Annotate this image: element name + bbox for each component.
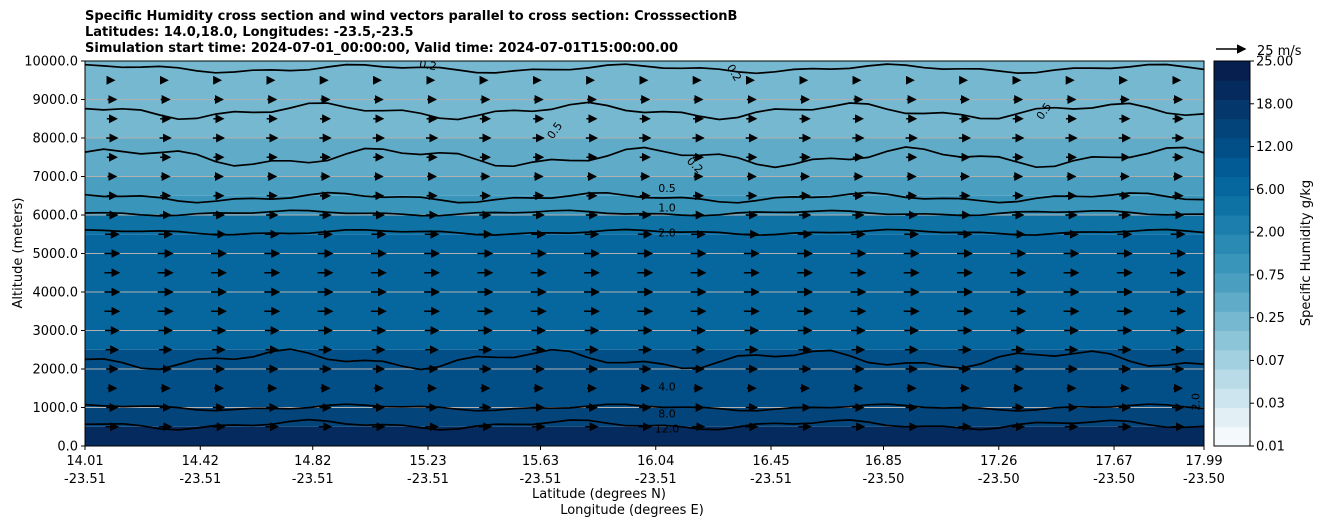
x-tick-label-lat: 15.23	[409, 454, 446, 469]
x-tick-label-lon: -23.50	[1183, 472, 1225, 487]
y-tick-label: 4000.0	[33, 286, 79, 301]
x-tick-label-lon: -23.51	[520, 472, 562, 487]
contour-line	[85, 101, 1204, 121]
x-tick-label-lon: -23.51	[64, 472, 106, 487]
contour-label: 0.2	[418, 57, 437, 73]
colorbar-band	[1214, 330, 1250, 351]
x-tick-label-lon: -23.51	[750, 472, 792, 487]
contour-label: 8.0	[658, 407, 676, 420]
colorbar: 0.01 0.03 0.07 0.25 0.75 2.00 6.00 12.00 18.00 25…	[1213, 55, 1293, 455]
colorbar-tick-label: 12.00	[1256, 140, 1293, 155]
colorbar-tick-label: 0.03	[1256, 397, 1285, 412]
wind-reference-label: 25 m/s	[1257, 44, 1302, 59]
contour-label: 2.0	[1190, 393, 1203, 411]
colorbar-frame	[1213, 60, 1251, 447]
wind-vectors	[104, 75, 1187, 432]
x-tick-label-lat: 14.01	[66, 454, 103, 469]
contour-label: 12.0	[655, 423, 680, 436]
colorbar-tick-label: 0.01	[1256, 440, 1285, 455]
contour-label: 0.5	[658, 182, 676, 195]
x-tick-label-lon: -23.50	[978, 472, 1020, 487]
y-axis: 0.0 1000.0 2000.0 3000.0 4000.0 5000.0 6000.0 7…	[24, 55, 85, 455]
humidity-layer	[85, 426, 1204, 446]
colorbar-band	[1214, 272, 1250, 293]
colorbar-tick-label: 18.00	[1256, 97, 1293, 112]
colorbar-band	[1214, 369, 1250, 389]
contour-label: 1.0	[658, 201, 676, 214]
colorbar-tick-label: 0.25	[1256, 311, 1285, 326]
colorbar-band	[1214, 195, 1250, 216]
y-tick-label: 8000.0	[33, 132, 79, 147]
humidity-layer	[85, 407, 1204, 427]
x-tick-label-lat: 17.26	[980, 454, 1017, 469]
y-tick-label: 1000.0	[33, 401, 79, 416]
x-tick-label-lat: 14.42	[182, 454, 219, 469]
chart-title-line-1: Specific Humidity cross section and wind…	[85, 9, 738, 24]
colorbar-band	[1214, 138, 1250, 158]
y-tick-label: 5000.0	[33, 247, 79, 262]
humidity-layer	[85, 349, 1204, 408]
chart-title-line-3: Simulation start time: 2024-07-01_00:00:…	[85, 41, 678, 56]
x-tick-label-lon: -23.50	[1093, 472, 1135, 487]
colorbar-tick-label: 25.00	[1256, 55, 1293, 70]
humidity-layer	[85, 195, 1204, 215]
colorbar-band	[1214, 234, 1250, 254]
colorbar-band	[1214, 80, 1250, 100]
y-tick-label: 9000.0	[33, 93, 79, 108]
x-tick-label-lat: 16.85	[865, 454, 902, 469]
colorbar-band	[1214, 157, 1250, 177]
chart-title-line-2: Latitudes: 14.0,18.0, Longitudes: -23.5,…	[85, 25, 414, 40]
colorbar-tick-label: 0.07	[1256, 354, 1285, 369]
x-tick-label-lon: -23.51	[292, 472, 334, 487]
x-axis: 14.01 -23.51 14.42 -23.51 14.82 -23.51 15.23 -2…	[64, 446, 1225, 487]
x-axis-label-longitude: Longitude (degrees E)	[560, 503, 704, 518]
x-tick-label-lon: -23.51	[179, 472, 221, 487]
x-tick-label-lon: -23.50	[863, 472, 905, 487]
humidity-layer	[85, 215, 1204, 235]
colorbar-band	[1214, 349, 1250, 370]
colorbar-band	[1214, 215, 1250, 235]
y-tick-label: 6000.0	[33, 209, 79, 224]
x-tick-label-lat: 14.82	[294, 454, 331, 469]
colorbar-tick-label: 6.00	[1256, 183, 1285, 198]
contour-line	[85, 63, 1204, 75]
x-tick-label-lat: 16.45	[752, 454, 789, 469]
colorbar-band	[1214, 118, 1250, 139]
x-tick-label-lat: 15.63	[522, 454, 559, 469]
colorbar-band	[1214, 292, 1250, 312]
y-tick-label: 2000.0	[33, 363, 79, 378]
colorbar-label: Specific Humidity g/kg	[1299, 180, 1314, 326]
x-tick-label-lat: 16.04	[637, 454, 674, 469]
y-tick-label: 10000.0	[24, 55, 78, 70]
colorbar-band	[1214, 61, 1250, 81]
x-axis-label-latitude: Latitude (degrees N)	[532, 487, 666, 502]
colorbar-tick-label: 2.00	[1256, 226, 1285, 241]
wind-reference-key: 25 m/s	[1216, 44, 1302, 59]
y-tick-label: 7000.0	[33, 170, 79, 185]
colorbar-band	[1214, 99, 1250, 120]
colorbar-band	[1214, 426, 1250, 447]
y-tick-label: 0.0	[57, 440, 78, 455]
colorbar-band	[1214, 407, 1250, 428]
humidity-layer	[85, 176, 1204, 196]
colorbar-band	[1214, 253, 1250, 274]
x-tick-label-lat: 17.99	[1185, 454, 1222, 469]
colorbar-tick-label: 0.75	[1256, 268, 1285, 283]
x-tick-label-lon: -23.51	[635, 472, 677, 487]
contour-label: 2.0	[658, 226, 676, 239]
colorbar-band	[1214, 388, 1250, 408]
colorbar-band	[1214, 176, 1250, 197]
y-tick-label: 3000.0	[33, 324, 79, 339]
colorbar-band	[1214, 311, 1250, 331]
x-tick-label-lat: 17.67	[1095, 454, 1132, 469]
y-axis-label: Altitude (meters)	[11, 198, 26, 309]
x-tick-label-lon: -23.51	[407, 472, 449, 487]
contour-label: 4.0	[658, 380, 676, 393]
